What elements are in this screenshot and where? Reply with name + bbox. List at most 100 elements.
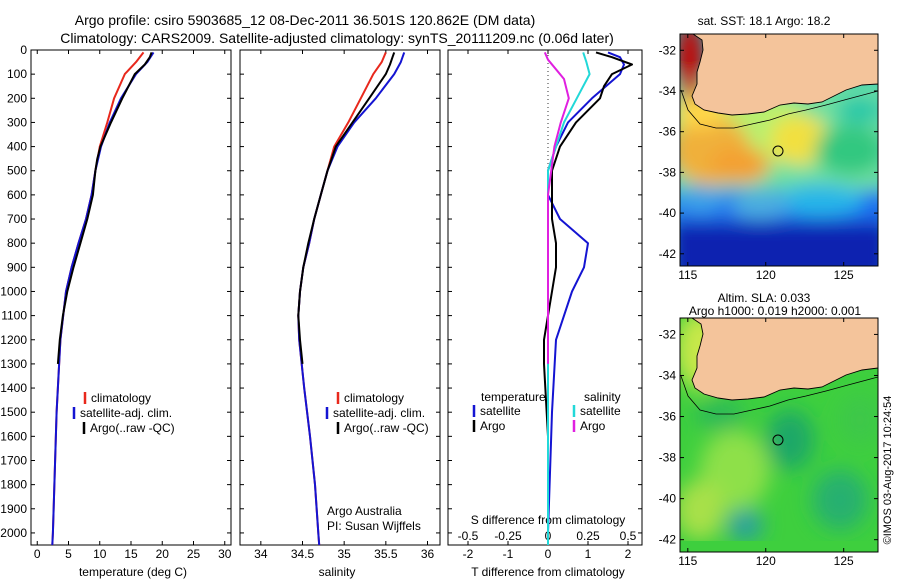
legend-title-salinity: salinity bbox=[584, 390, 621, 404]
sla-map-axes: 115 120 125 -32 -34 -36 -38 -40 -42 bbox=[659, 318, 878, 568]
map-y-tick-label: -40 bbox=[659, 492, 677, 506]
depth-tick-label: 1300 bbox=[0, 357, 27, 371]
x-tick-label: 0 bbox=[34, 547, 41, 561]
temperature-line-1 bbox=[51, 51, 155, 545]
land-mass-australia bbox=[691, 34, 878, 116]
legend-label-t-satellite: satellite bbox=[480, 404, 521, 418]
x-tick-label: 30 bbox=[218, 547, 232, 561]
depth-tick-label: 100 bbox=[7, 67, 27, 81]
depth-tick-label: 1000 bbox=[0, 284, 27, 298]
map-y-tick-label: -42 bbox=[659, 247, 677, 261]
depth-tick-label: 300 bbox=[7, 115, 27, 129]
depth-tick-label: 0 bbox=[20, 43, 27, 57]
temperature-xlabel: temperature (deg C) bbox=[79, 565, 187, 579]
x-tick-label: 34.5 bbox=[291, 547, 315, 561]
depth-tick-label: 1800 bbox=[0, 478, 27, 492]
map-x-tick-label: 120 bbox=[756, 268, 776, 282]
legend-label-s-satellite: satellite bbox=[580, 404, 621, 418]
depth-tick-label: 2000 bbox=[0, 526, 27, 540]
map-y-tick-label: -36 bbox=[659, 125, 677, 139]
x-tick-label: -1 bbox=[503, 547, 514, 561]
x-tick-label: 34 bbox=[254, 547, 268, 561]
salinity-line-2 bbox=[297, 52, 396, 365]
difference-series bbox=[543, 51, 633, 545]
sla-map-image bbox=[680, 318, 878, 552]
temperature-panel-frame bbox=[30, 49, 232, 546]
depth-tick-label: 1500 bbox=[0, 405, 27, 419]
temperature-series bbox=[51, 51, 155, 545]
sla-map-title-line1: Altim. SLA: 0.033 bbox=[718, 291, 811, 305]
sst-map-image bbox=[680, 34, 878, 266]
temperature-x-axis: 0 5 10 15 20 25 30 bbox=[34, 50, 232, 561]
s-tick-label: -0.5 bbox=[458, 529, 479, 543]
map-y-tick-label: -38 bbox=[659, 451, 677, 465]
isobath-contour bbox=[680, 375, 878, 415]
difference-legend: temperature satellite Argo salinity sate… bbox=[472, 390, 621, 433]
legend-label-s-argo: Argo bbox=[580, 419, 606, 433]
salinity-x-axis: 34 34.5 35 35.5 36 bbox=[254, 50, 434, 561]
depth-tick-label: 800 bbox=[7, 236, 27, 250]
sla-map-frame bbox=[679, 317, 879, 553]
x-tick-label: 5 bbox=[65, 547, 72, 561]
x-tick-label: 15 bbox=[124, 547, 138, 561]
isobath-contour bbox=[680, 89, 878, 129]
map-y-tick-label: -34 bbox=[659, 84, 677, 98]
x-tick-label: 20 bbox=[156, 547, 170, 561]
figure-title-line2: Climatology: CARS2009. Satellite-adjuste… bbox=[60, 30, 614, 46]
sst-map-title: sat. SST: 18.1 Argo: 18.2 bbox=[698, 14, 831, 28]
salinity-legend: climatology satellite-adj. clim. Argo(..… bbox=[325, 391, 429, 533]
s-tick-label: -0.25 bbox=[494, 529, 522, 543]
temperature-line-2 bbox=[56, 52, 153, 364]
map-y-tick-label: -42 bbox=[659, 533, 677, 547]
difference-panel-frame bbox=[447, 49, 643, 546]
depth-tick-label: 200 bbox=[7, 91, 27, 105]
map-y-tick-label: -32 bbox=[659, 327, 677, 341]
depth-tick-label: 1700 bbox=[0, 453, 27, 467]
legend-label-climatology: climatology bbox=[91, 391, 151, 405]
salinity-line-1 bbox=[297, 52, 406, 545]
x-tick-label: 10 bbox=[93, 547, 107, 561]
depth-tick-label: 900 bbox=[7, 260, 27, 274]
imos-timestamp: ©IMOS 03-Aug-2017 10:24:54 bbox=[882, 396, 894, 545]
depth-tick-label: 1900 bbox=[0, 502, 27, 516]
legend-label-satellite: satellite-adj. clim. bbox=[80, 406, 172, 420]
legend-label-satellite: satellite-adj. clim. bbox=[333, 406, 425, 420]
salinity-series bbox=[297, 52, 406, 545]
s-tick-label: 0.5 bbox=[620, 529, 637, 543]
sla-map-title-line2: Argo h1000: 0.019 h2000: 0.001 bbox=[689, 304, 861, 318]
depth-tick-label: 1400 bbox=[0, 381, 27, 395]
argo-australia-label: Argo Australia bbox=[327, 504, 402, 518]
depth-tick-label: 1200 bbox=[0, 333, 27, 347]
depth-tick-label: 400 bbox=[7, 140, 27, 154]
x-tick-label: -2 bbox=[463, 547, 474, 561]
map-y-tick-label: -36 bbox=[659, 410, 677, 424]
temperature-legend: climatology satellite-adj. clim. Argo(..… bbox=[72, 391, 175, 435]
salinity-panel-frame bbox=[239, 49, 441, 546]
depth-tick-label: 1100 bbox=[1, 309, 27, 323]
land-mass-australia bbox=[691, 318, 878, 401]
depth-tick-label: 600 bbox=[7, 188, 27, 202]
sst-map-frame bbox=[679, 33, 879, 267]
x-tick-label: 35 bbox=[337, 547, 351, 561]
legend-label-t-argo: Argo bbox=[480, 419, 506, 433]
x-tick-label: 0 bbox=[545, 547, 552, 561]
sst-map-axes: 115 120 125 -32 -34 -36 -38 -40 -42 bbox=[659, 34, 878, 282]
legend-title-temperature: temperature bbox=[481, 390, 546, 404]
figure-title-line1: Argo profile: csiro 5903685_12 08-Dec-20… bbox=[75, 12, 535, 28]
map-x-tick-label: 120 bbox=[756, 554, 776, 568]
map-x-tick-label: 125 bbox=[834, 268, 854, 282]
depth-axis: 0 100 200 300 400 500 600 700 800 900 1000 1100 1200… bbox=[0, 43, 642, 540]
x-tick-label: 25 bbox=[187, 547, 201, 561]
x-tick-label: 1 bbox=[585, 547, 592, 561]
x-tick-label: 35.5 bbox=[374, 547, 398, 561]
depth-tick-label: 500 bbox=[7, 164, 27, 178]
map-y-tick-label: -34 bbox=[659, 368, 677, 382]
map-x-tick-label: 125 bbox=[834, 554, 854, 568]
map-y-tick-label: -40 bbox=[659, 206, 677, 220]
map-y-tick-label: -32 bbox=[659, 43, 677, 57]
x-tick-label: 36 bbox=[421, 547, 435, 561]
argo-location-marker bbox=[772, 145, 784, 157]
legend-label-argo: Argo(..raw -QC) bbox=[90, 421, 175, 435]
argo-location-marker bbox=[772, 434, 784, 446]
